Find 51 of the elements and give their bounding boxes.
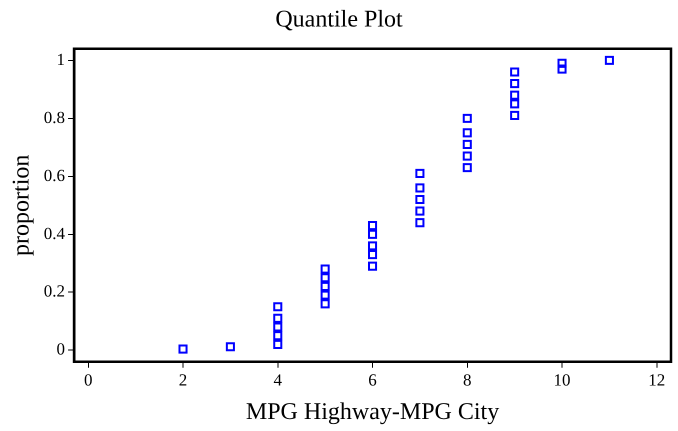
y-tick-label: 1 [56, 50, 66, 69]
point [415, 218, 424, 228]
x-axis-title: MPG Highway-MPG City [246, 398, 500, 425]
y-tick-label: 0.6 [44, 166, 66, 185]
point [273, 302, 282, 312]
point [415, 183, 424, 192]
x-tick-label: 10 [554, 370, 571, 390]
point [510, 110, 520, 120]
y-tick-label: 0.8 [44, 108, 66, 127]
point [368, 250, 378, 260]
x-tick-label: 6 [368, 370, 377, 390]
y-tick-label: 0.4 [44, 224, 66, 243]
point [557, 64, 567, 74]
point [178, 344, 188, 354]
point [226, 342, 235, 352]
point [368, 230, 378, 239]
point [462, 128, 472, 138]
point [462, 163, 472, 172]
point [368, 221, 378, 230]
y-tick-label: 0 [56, 340, 66, 359]
point [462, 140, 472, 149]
point [320, 299, 330, 308]
point [273, 340, 282, 349]
point [510, 99, 520, 108]
point [320, 264, 330, 274]
point [557, 58, 567, 68]
x-tick-label: 4 [274, 370, 283, 390]
point [320, 290, 330, 300]
point [415, 168, 424, 178]
point [415, 194, 424, 204]
point [273, 322, 282, 332]
point [320, 273, 330, 282]
x-tick-label: 2 [178, 370, 188, 390]
y-tick-label: 0.2 [44, 282, 66, 301]
point [273, 314, 282, 323]
y-axis-title: proportion [8, 154, 35, 256]
x-tick-label: 0 [84, 370, 93, 390]
point [510, 67, 520, 77]
point [462, 151, 472, 161]
point [320, 282, 330, 291]
chart-title: Quantile Plot [275, 6, 403, 33]
point [510, 90, 520, 100]
point [273, 331, 282, 340]
point [415, 206, 424, 216]
point [368, 241, 378, 250]
point [510, 79, 520, 88]
point [462, 114, 472, 123]
x-tick-label: 8 [463, 370, 472, 390]
x-tick-label: 12 [648, 370, 666, 390]
point [368, 262, 378, 271]
point [604, 56, 614, 65]
